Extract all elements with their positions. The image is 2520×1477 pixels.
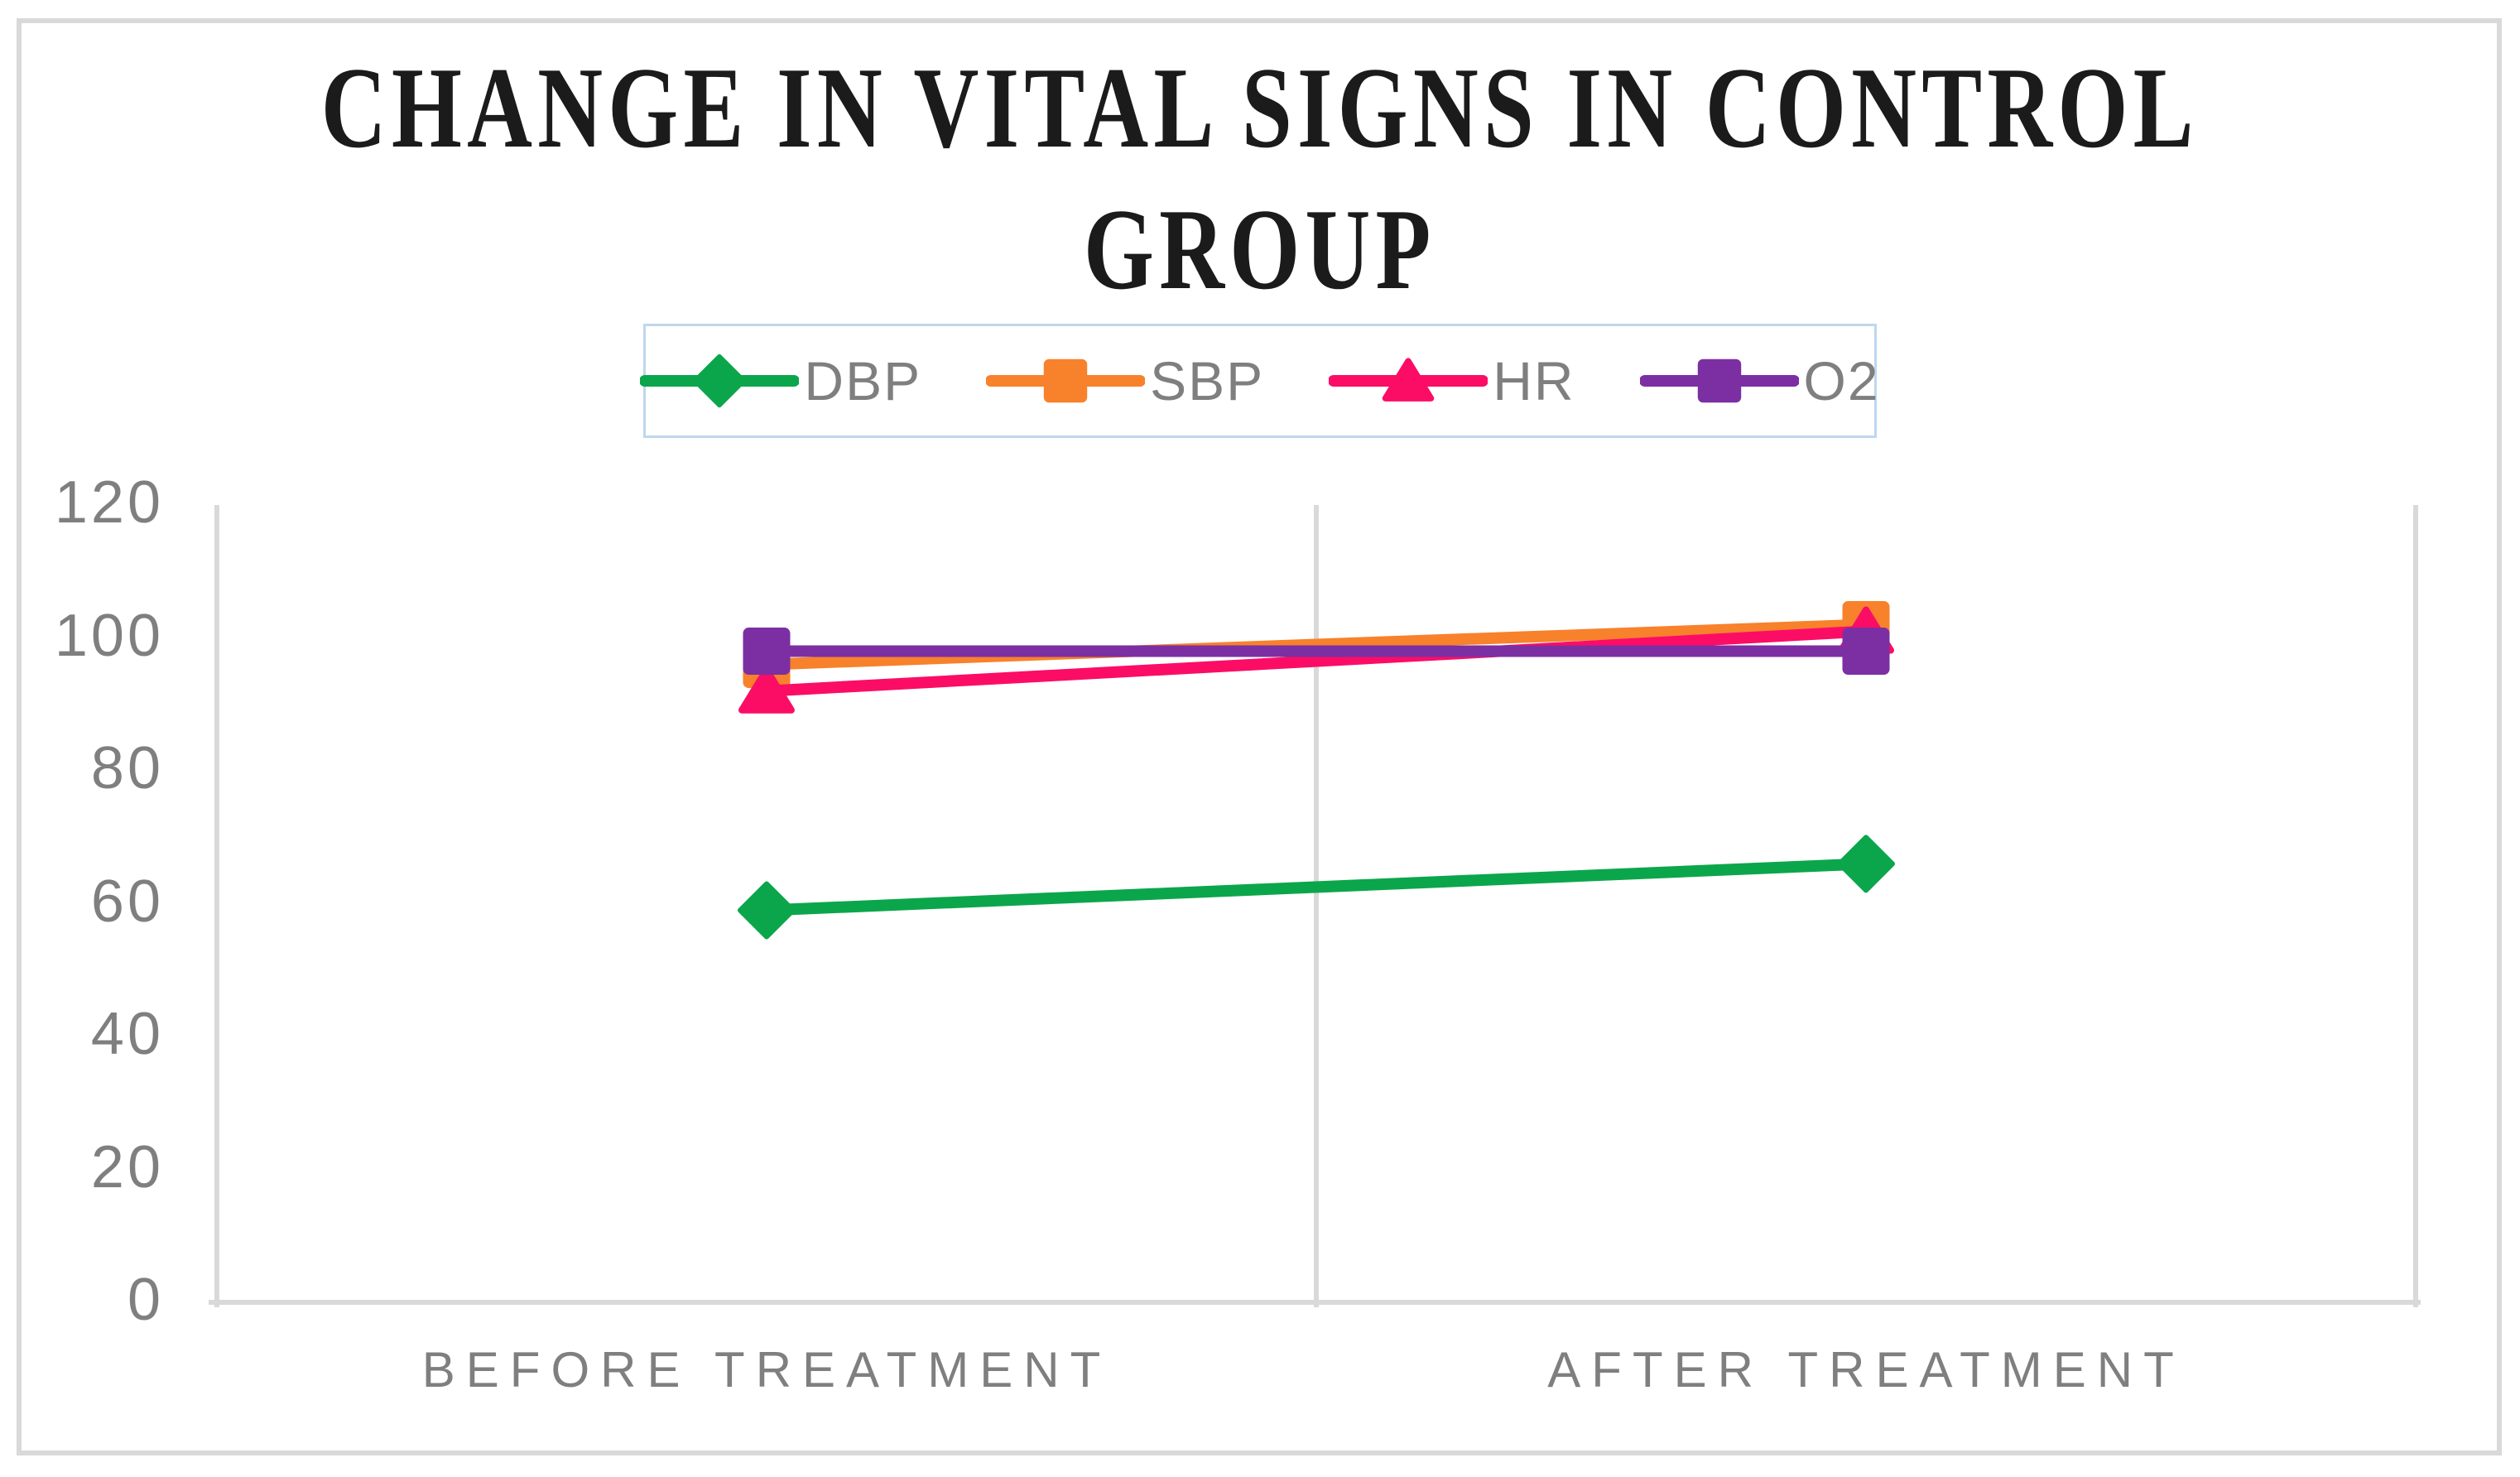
legend-label-hr: HR [1493, 350, 1575, 411]
x-category-label-2: AFTER TREATMENT [1547, 1342, 2185, 1398]
vertical-gridline-2 [2413, 505, 2418, 1307]
legend-key-hr [1329, 358, 1488, 402]
legend-item-dbp: DBP [640, 345, 921, 416]
x-axis-line [209, 1300, 2421, 1305]
y-tick-label-120: 120 [54, 469, 164, 536]
y-tick-label-0: 0 [127, 1267, 164, 1334]
legend-key-o2 [1639, 358, 1799, 403]
legend-label-dbp: DBP [804, 350, 922, 411]
legend-item-hr: HR [1329, 345, 1575, 416]
vertical-gridline-1 [1314, 505, 1319, 1307]
legend-marker-sbp-square-icon [1043, 358, 1088, 403]
chart-title: CHANGE IN VITAL SIGNS IN CONTROL GROUP [0, 38, 2520, 321]
y-tick-label-40: 40 [90, 1001, 164, 1068]
y-tick-label-80: 80 [90, 735, 164, 802]
chart-title-line-1: CHANGE IN VITAL SIGNS IN CONTROL [321, 44, 2199, 172]
legend: DBP SBP HR O2 [640, 324, 1880, 438]
legend-marker-dbp-diamond-icon [693, 354, 747, 408]
legend-marker-o2-square-icon [1697, 358, 1741, 403]
x-category-label-1: BEFORE TREATMENT [421, 1342, 1112, 1398]
legend-item-sbp: SBP [986, 345, 1264, 416]
y-axis-line [214, 505, 219, 1307]
figure-border [17, 18, 2502, 1455]
legend-label-sbp: SBP [1150, 350, 1265, 411]
chart-title-line-2: GROUP [1084, 185, 1436, 314]
y-tick-label-20: 20 [90, 1133, 164, 1200]
legend-key-sbp [986, 358, 1146, 403]
legend-key-dbp [640, 354, 800, 408]
legend-marker-hr-triangle-icon [1382, 358, 1435, 402]
y-tick-label-100: 100 [54, 602, 164, 669]
legend-label-o2: O2 [1803, 350, 1880, 411]
legend-item-o2: O2 [1639, 345, 1880, 416]
y-tick-label-60: 60 [90, 868, 164, 935]
